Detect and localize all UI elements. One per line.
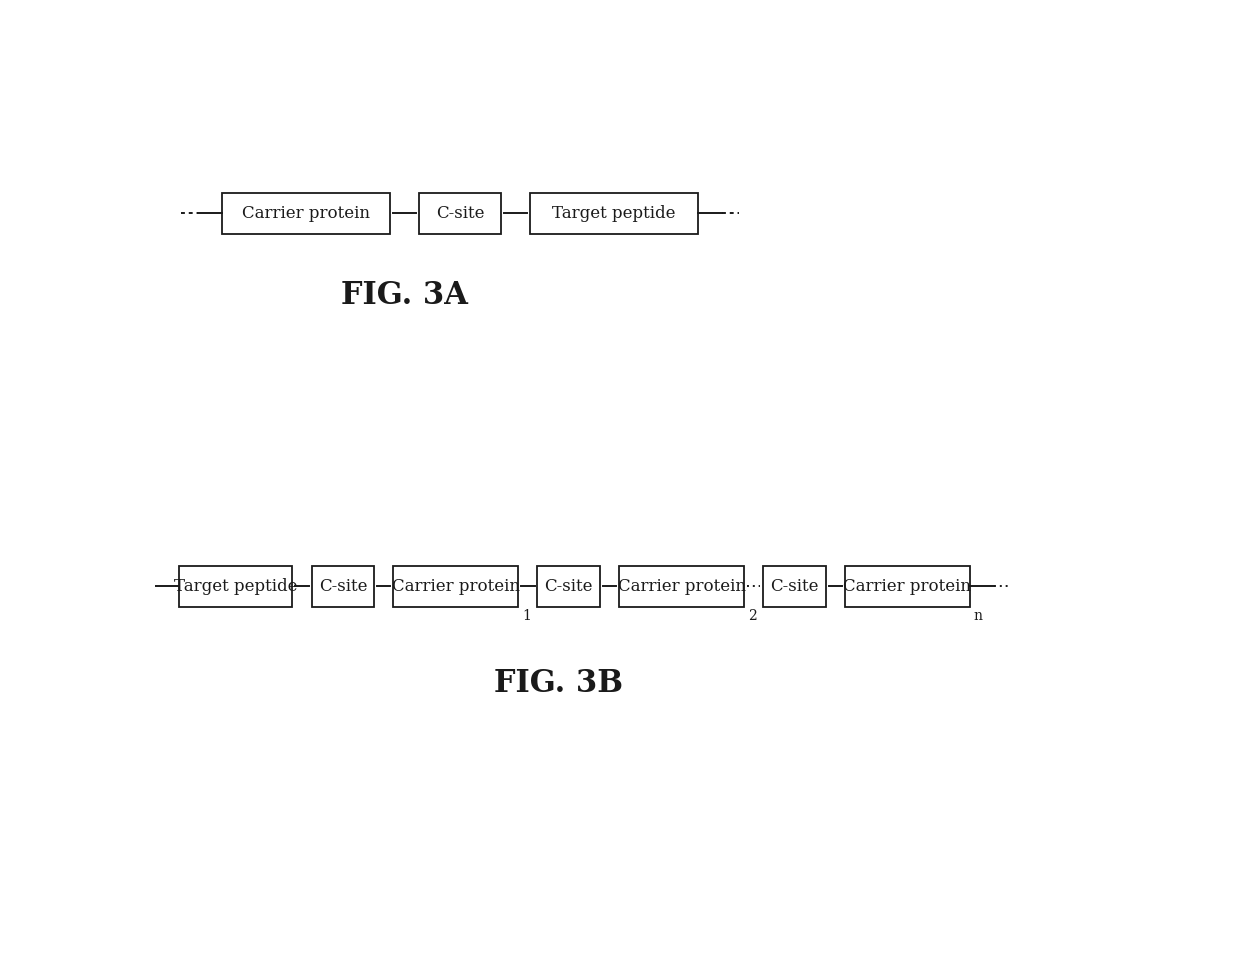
FancyBboxPatch shape — [179, 566, 293, 607]
FancyBboxPatch shape — [529, 193, 698, 234]
Text: C-site: C-site — [770, 578, 818, 595]
Text: Carrier protein: Carrier protein — [242, 204, 371, 222]
FancyBboxPatch shape — [619, 566, 744, 607]
Text: 1: 1 — [522, 610, 531, 623]
FancyBboxPatch shape — [393, 566, 518, 607]
Text: Carrier protein: Carrier protein — [843, 578, 971, 595]
FancyBboxPatch shape — [222, 193, 391, 234]
FancyBboxPatch shape — [419, 193, 501, 234]
Text: Target peptide: Target peptide — [552, 204, 676, 222]
Text: FIG. 3B: FIG. 3B — [494, 668, 624, 699]
Text: 2: 2 — [748, 610, 756, 623]
Text: C-site: C-site — [319, 578, 367, 595]
FancyBboxPatch shape — [844, 566, 970, 607]
FancyBboxPatch shape — [764, 566, 826, 607]
Text: Target peptide: Target peptide — [174, 578, 298, 595]
FancyBboxPatch shape — [537, 566, 600, 607]
Text: Carrier protein: Carrier protein — [618, 578, 745, 595]
Text: C-site: C-site — [544, 578, 593, 595]
Text: C-site: C-site — [436, 204, 485, 222]
Text: Carrier protein: Carrier protein — [392, 578, 520, 595]
Text: FIG. 3A: FIG. 3A — [341, 280, 469, 311]
FancyBboxPatch shape — [311, 566, 374, 607]
Text: n: n — [973, 610, 983, 623]
